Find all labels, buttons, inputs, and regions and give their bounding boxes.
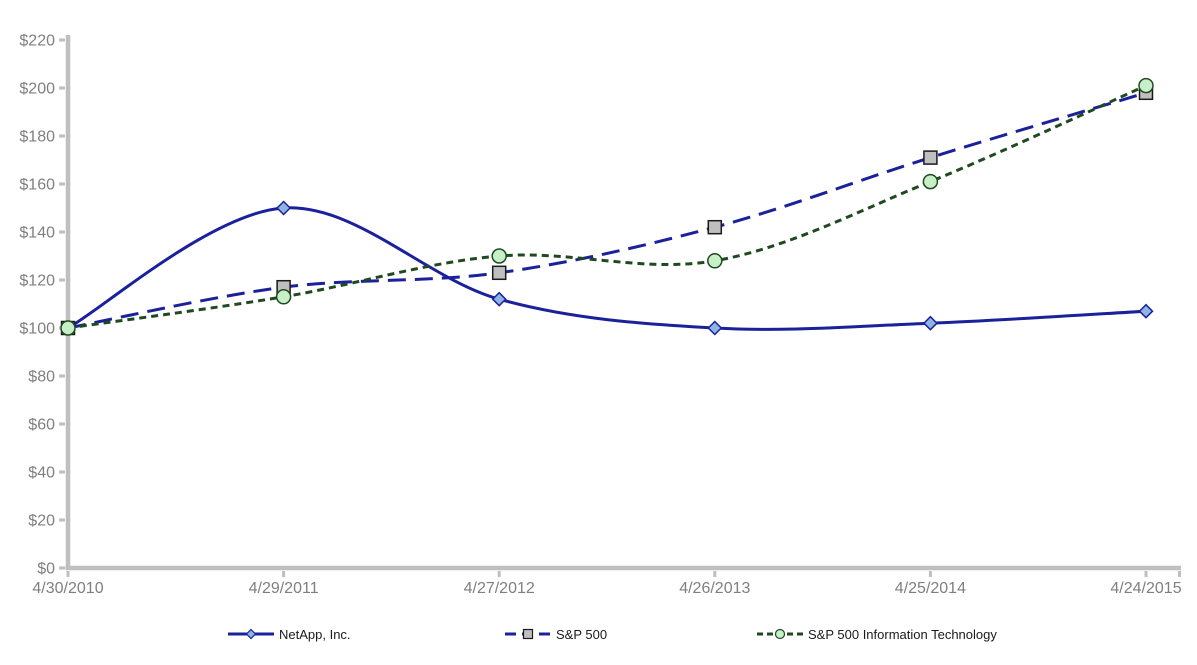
y-axis-tick-label: $180	[19, 129, 55, 146]
circle-marker-icon	[922, 173, 939, 190]
x-axis-tick-label: 4/25/2014	[895, 580, 966, 597]
legend-label-sp500-it: S&P 500 Information Technology	[808, 626, 997, 642]
legend-item-sp500: S&P 500	[505, 624, 607, 644]
y-axis-tick-label: $160	[19, 177, 55, 194]
legend-label-sp500: S&P 500	[556, 626, 608, 642]
circle-marker-icon	[491, 248, 507, 264]
x-axis-tick-label: 4/24/2015	[1110, 580, 1181, 597]
sp500-line-sample-icon	[505, 628, 551, 640]
square-marker-icon	[491, 265, 507, 281]
y-axis-tick-label: $60	[28, 417, 55, 434]
circle-marker-icon	[774, 628, 786, 640]
legend-item-sp500-it: S&P 500 Information Technology	[757, 624, 997, 644]
x-axis-tick-label: 4/27/2012	[464, 580, 535, 597]
diamond-marker-icon	[922, 315, 938, 331]
circle-marker-icon	[1138, 77, 1154, 94]
y-axis-tick-label: $40	[28, 465, 55, 482]
netapp-line-sample-icon	[228, 628, 274, 640]
x-axis-tick-label: 4/29/2011	[249, 580, 319, 597]
series-line-1	[67, 91, 1147, 330]
y-axis-tick-label: $140	[19, 225, 55, 242]
circle-marker-icon	[275, 289, 292, 305]
square-marker-icon	[923, 150, 938, 165]
y-axis-tick-label: $200	[19, 81, 55, 98]
diamond-marker-icon	[276, 200, 292, 216]
series-line-0	[67, 206, 1147, 331]
diamond-marker-icon	[1138, 303, 1154, 319]
y-axis-tick-label: $220	[19, 33, 55, 50]
chart-legend: NetApp, Inc. S&P 500 S&P 500 Information…	[0, 624, 1197, 646]
y-axis-tick-label: $20	[28, 513, 55, 530]
series-line-2	[67, 84, 1147, 330]
y-axis-tick-label: $100	[19, 321, 55, 338]
y-axis-tick-label: $0	[37, 561, 55, 578]
diamond-marker-icon	[707, 320, 723, 336]
sp500-it-line-sample-icon	[757, 628, 803, 640]
circle-marker-icon	[707, 253, 723, 269]
square-marker-icon	[707, 219, 723, 235]
x-axis-tick-label: 4/26/2013	[679, 580, 750, 597]
y-axis-tick-label: $120	[19, 273, 55, 290]
legend-item-netapp: NetApp, Inc.	[228, 624, 351, 644]
diamond-marker-icon	[245, 628, 257, 640]
circle-marker-icon	[60, 320, 76, 336]
diamond-marker-icon	[491, 291, 507, 307]
legend-label-netapp: NetApp, Inc.	[279, 626, 351, 642]
y-axis-tick-label: $80	[28, 369, 55, 386]
square-marker-icon	[522, 628, 534, 640]
x-axis-tick-label: 4/30/2010	[32, 580, 103, 597]
